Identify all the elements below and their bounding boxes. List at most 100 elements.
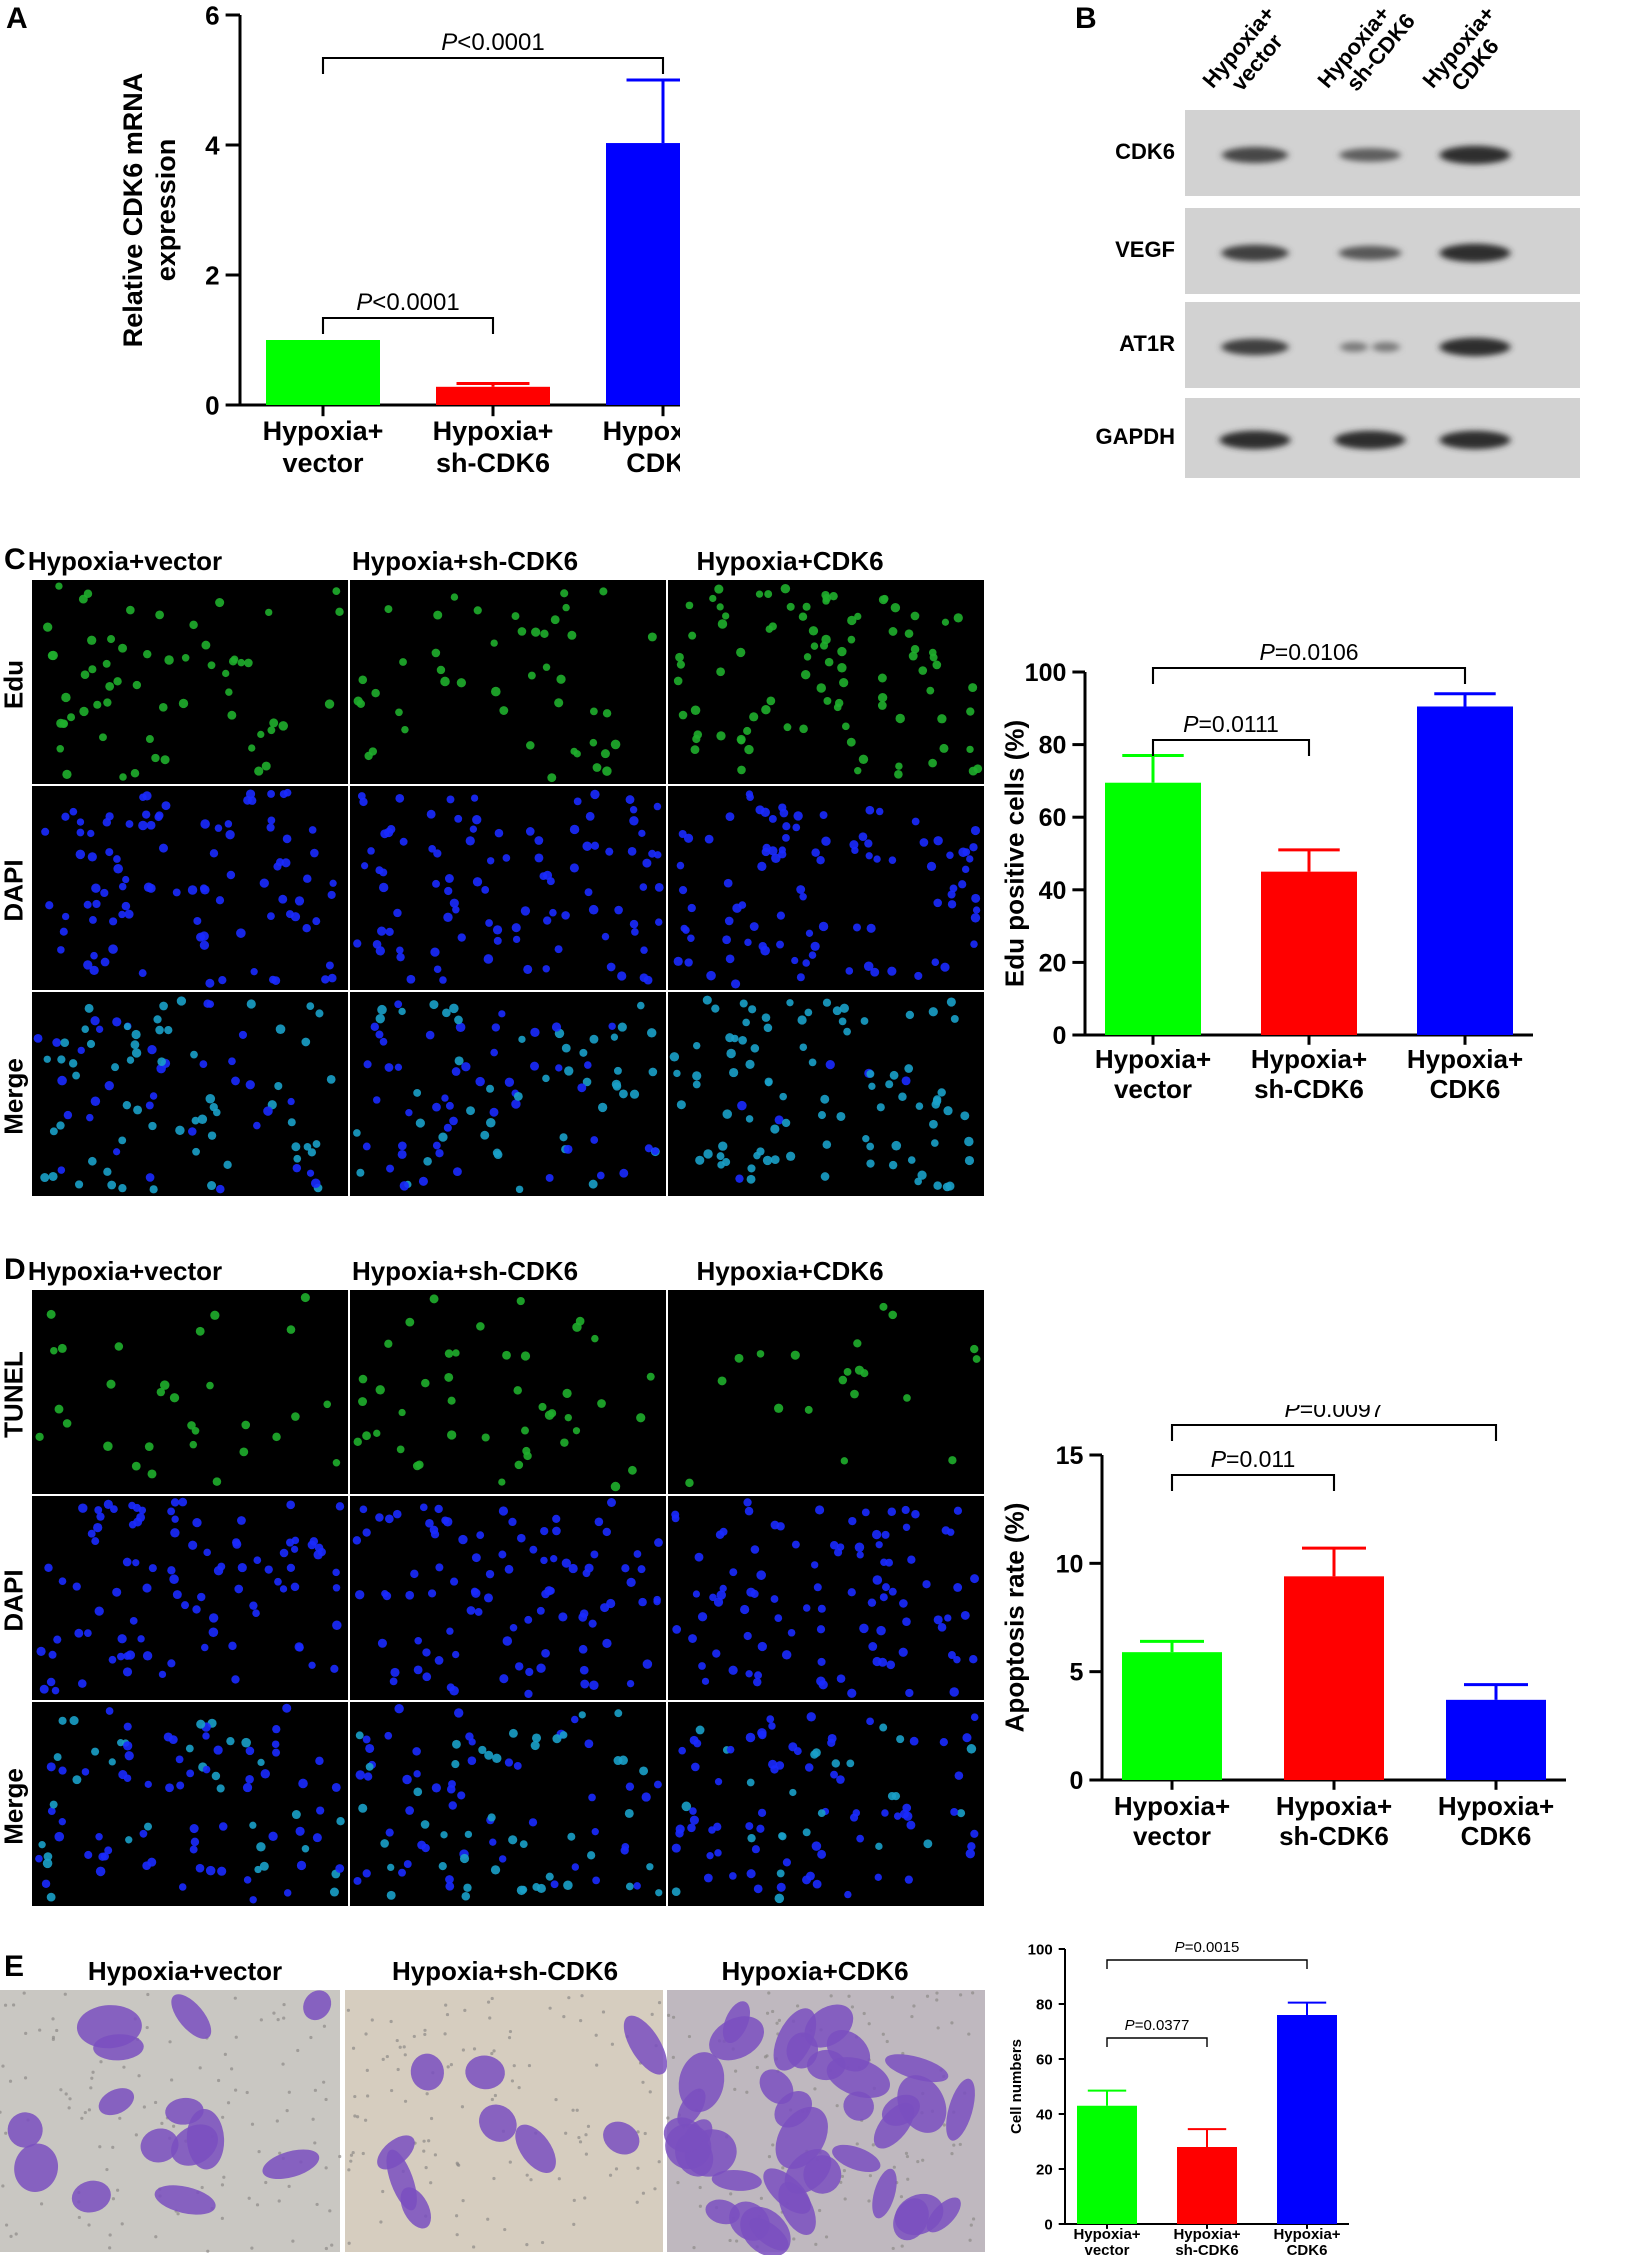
tunel-nucleus <box>384 1339 393 1348</box>
tunel-nucleus <box>691 1762 700 1772</box>
tunel-nucleus <box>405 1317 415 1327</box>
edu-nucleus <box>690 705 701 716</box>
edu-nucleus <box>737 1100 747 1111</box>
edu-image-grid <box>32 580 984 1196</box>
membrane-pore <box>557 2177 561 2181</box>
stained-cell <box>711 2169 762 2191</box>
edu-nucleus <box>466 1106 475 1116</box>
membrane-pore <box>608 2173 613 2177</box>
blot-band <box>1439 243 1511 263</box>
chart-a-y-tick-label: 0 <box>205 390 219 420</box>
edu-nucleus <box>205 978 215 988</box>
tunel-nucleus <box>148 1564 157 1573</box>
edu-nucleus <box>947 900 957 909</box>
tunel-nucleus <box>579 1609 589 1618</box>
edu-nucleus <box>755 590 764 598</box>
tunel-column-title: Hypoxia+sh-CDK6 <box>351 1256 579 1286</box>
tunel-nucleus <box>672 1625 682 1634</box>
edu-nucleus <box>745 790 754 798</box>
membrane-pore <box>492 2176 496 2181</box>
edu-nucleus <box>281 858 291 868</box>
membrane-pore <box>250 2246 254 2250</box>
membrane-pore <box>777 2018 782 2022</box>
edu-nucleus <box>87 829 95 838</box>
tunel-nucleus <box>774 1614 783 1622</box>
chart-d-p-value-label: P=0.0097 <box>1284 1405 1383 1422</box>
membrane-pore <box>935 1998 939 2002</box>
tunel-nucleus <box>637 1565 646 1574</box>
stained-cell <box>171 2124 218 2166</box>
edu-nucleus <box>84 1003 94 1013</box>
edu-nucleus <box>453 1167 462 1177</box>
membrane-pore <box>904 2151 909 2155</box>
tunel-nucleus <box>264 1565 273 1574</box>
edu-nucleus <box>48 1171 58 1181</box>
tunel-image-cell <box>350 1702 666 1906</box>
tunel-nucleus <box>888 1587 897 1596</box>
membrane-pore <box>234 2035 238 2039</box>
membrane-pore <box>14 2232 18 2236</box>
edu-nucleus <box>610 1033 619 1041</box>
edu-nucleus <box>673 676 683 686</box>
stained-cell <box>893 2198 929 2241</box>
edu-nucleus <box>818 921 829 932</box>
tunel-nucleus <box>290 1582 300 1592</box>
tunel-nucleus <box>946 1528 955 1536</box>
tunel-nucleus <box>844 1890 852 1899</box>
tunel-nucleus <box>816 1676 826 1686</box>
tunel-nucleus <box>744 1506 754 1516</box>
tunel-nucleus <box>457 1791 466 1800</box>
edu-nucleus <box>562 603 570 612</box>
edu-nucleus <box>877 692 888 703</box>
membrane-pore <box>313 2141 317 2145</box>
edu-nucleus <box>142 810 151 819</box>
edu-nucleus <box>443 912 453 922</box>
tunel-nucleus <box>189 1845 198 1854</box>
membrane-pore <box>233 1996 237 2000</box>
membrane-pore <box>445 2012 450 2017</box>
edu-nucleus <box>426 809 436 819</box>
tunel-nucleus <box>802 1875 812 1885</box>
edu-nucleus <box>746 1174 756 1184</box>
tunel-nucleus <box>836 1543 845 1551</box>
edu-nucleus <box>158 843 168 853</box>
edu-nucleus <box>353 696 363 706</box>
membrane-pore <box>781 2166 785 2170</box>
chart-e-bar <box>1177 2147 1237 2224</box>
chart-e-y-axis-label: Cell numbers <box>1008 2039 1025 2134</box>
membrane-pore <box>635 2200 639 2204</box>
tunel-nucleus <box>902 1803 912 1813</box>
membrane-pore <box>579 2019 583 2023</box>
membrane-pore <box>840 2174 845 2179</box>
edu-nucleus <box>441 1094 449 1102</box>
edu-nucleus <box>931 958 940 967</box>
tunel-nucleus <box>272 1748 281 1757</box>
edu-nucleus <box>825 1059 835 1070</box>
tunel-nucleus <box>516 1533 526 1543</box>
membrane-pore <box>910 2014 914 2019</box>
edu-nucleus <box>693 1041 701 1050</box>
bar-chart-d: 051015Hypoxia+vectorHypoxia+sh-CDK6Hypox… <box>999 1405 1566 1851</box>
membrane-pore <box>198 2066 202 2070</box>
tunel-nucleus <box>540 1526 549 1536</box>
edu-nucleus <box>433 965 442 974</box>
tunel-nucleus <box>421 1843 430 1853</box>
membrane-pore <box>648 2090 652 2094</box>
edu-nucleus <box>444 886 453 896</box>
edu-nucleus <box>439 976 447 984</box>
membrane-pore <box>935 1991 939 1995</box>
tunel-nucleus <box>358 1803 368 1813</box>
membrane-pore <box>456 2162 460 2167</box>
tunel-nucleus <box>108 1758 116 1766</box>
tunel-nucleus <box>559 1731 568 1739</box>
tunel-nucleus <box>46 1762 56 1772</box>
edu-nucleus <box>88 665 97 674</box>
edu-nucleus <box>877 673 887 683</box>
tunel-nucleus <box>716 1590 726 1600</box>
edu-nucleus <box>822 1140 832 1149</box>
panel-letter-e: E <box>4 1950 25 1983</box>
edu-nucleus <box>760 945 770 956</box>
edu-nucleus <box>792 823 801 832</box>
edu-nucleus <box>52 1038 62 1047</box>
blot-band <box>1222 147 1288 163</box>
